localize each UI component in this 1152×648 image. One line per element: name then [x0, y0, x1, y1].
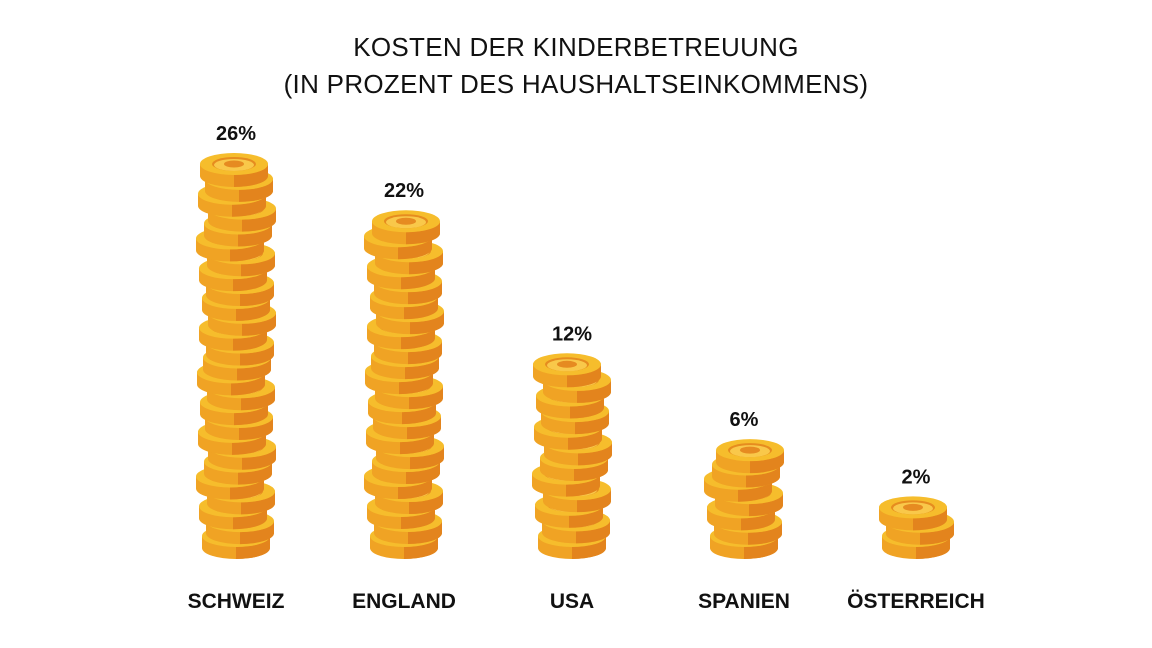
chart-title-line-1: KOSTEN DER KINDERBETREUUNG: [353, 32, 799, 62]
bar-england: [364, 210, 444, 559]
category-label-österreich: ÖSTERREICH: [847, 590, 985, 613]
category-label-england: ENGLAND: [352, 590, 456, 613]
value-label-schweiz: 26%: [216, 123, 256, 145]
bar-österreich: [879, 496, 954, 559]
value-label-spanien: 6%: [730, 409, 759, 431]
category-label-spanien: SPANIEN: [698, 590, 790, 613]
chart-title-line-2: (IN PROZENT DES HAUSHALTSEINKOMMENS): [284, 69, 869, 99]
value-label-england: 22%: [384, 180, 424, 202]
value-label-österreich: 2%: [902, 466, 931, 488]
bar-usa: [532, 353, 612, 559]
value-label-usa: 12%: [552, 323, 592, 345]
bar-spanien: [704, 439, 784, 559]
category-labels: 26% SCHWEIZ 22% ENGLAND 12% USA 6% SPANIEN 2% ÖST…: [188, 123, 985, 613]
category-label-schweiz: SCHWEIZ: [188, 590, 285, 613]
coin-stacks: [196, 153, 954, 559]
category-label-usa: USA: [550, 590, 594, 613]
bar-schweiz: [196, 153, 276, 559]
